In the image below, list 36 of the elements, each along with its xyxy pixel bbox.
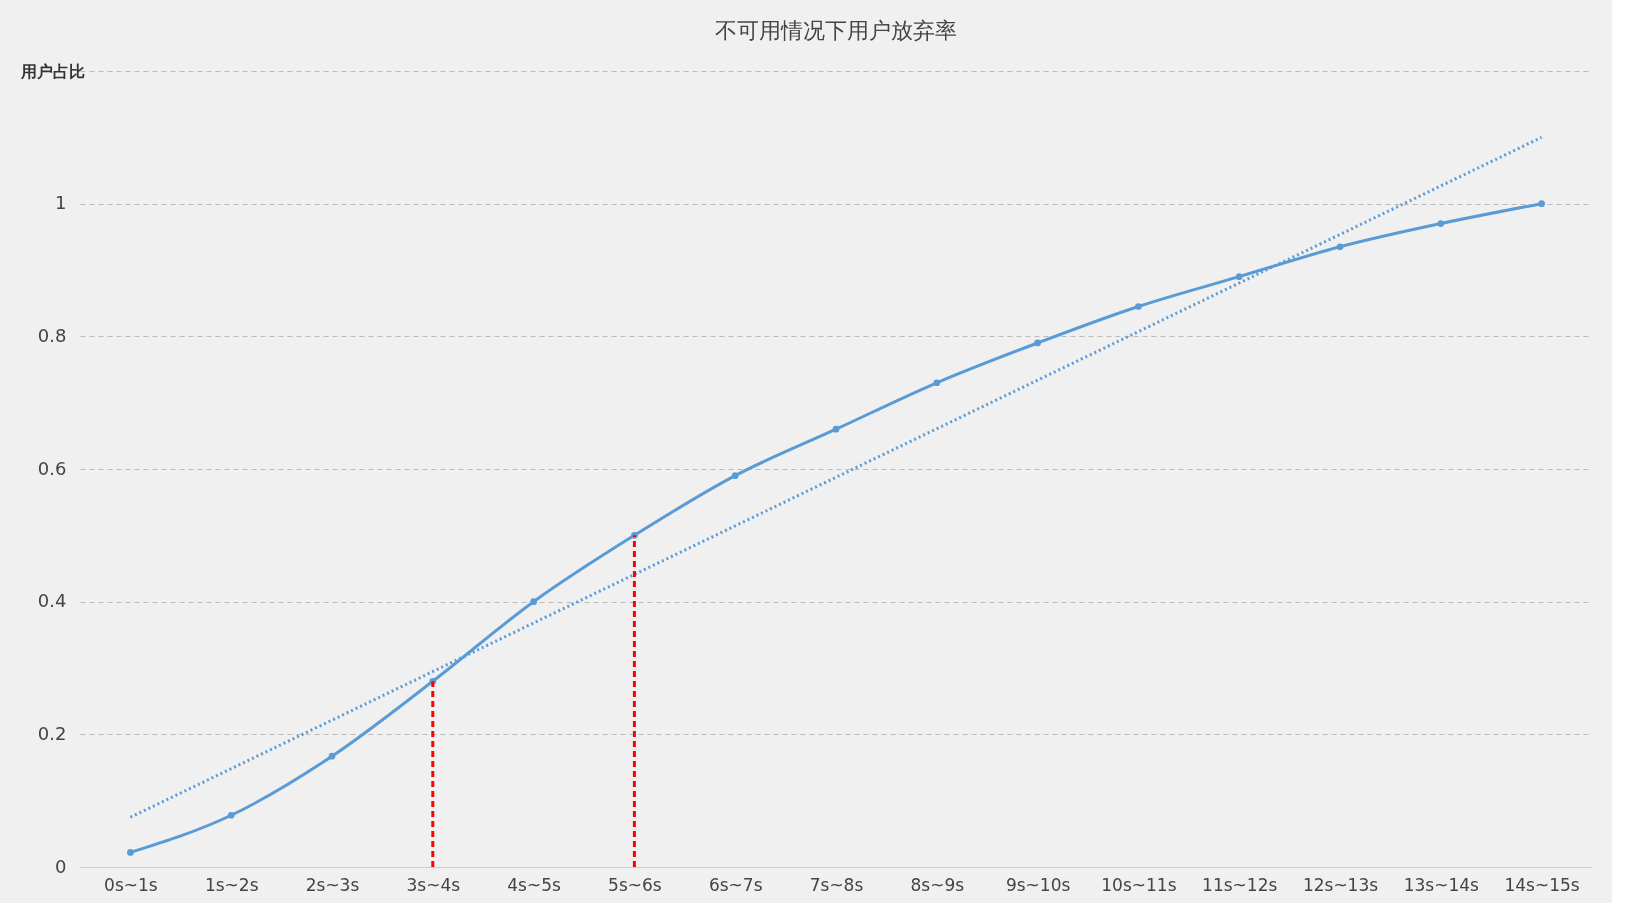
x-tick-label: 12s~13s bbox=[1302, 874, 1379, 895]
x-tick-label: 2s~3s bbox=[305, 874, 360, 895]
x-tick-label: 13s~14s bbox=[1403, 874, 1480, 895]
y-tick-label: 0.2 bbox=[37, 722, 67, 744]
x-tick-label: 0s~1s bbox=[104, 874, 158, 895]
point bbox=[1538, 200, 1545, 208]
chart-title: 不可用情况下用户放弃率 bbox=[715, 18, 957, 43]
y-tick-label: 0.4 bbox=[37, 590, 67, 612]
point bbox=[731, 472, 739, 479]
point bbox=[832, 425, 840, 433]
point bbox=[1034, 339, 1041, 347]
y-tick-label: 0.8 bbox=[37, 324, 67, 346]
x-tick-label: 3s~4s bbox=[406, 874, 461, 895]
y-tick-label: 1 bbox=[55, 192, 67, 214]
point bbox=[1135, 303, 1142, 310]
point bbox=[933, 379, 941, 387]
x-tick-label: 9s~10s bbox=[1005, 874, 1071, 895]
point bbox=[127, 849, 134, 856]
y-axis-title: 用户占比 bbox=[19, 61, 85, 81]
point bbox=[1235, 273, 1243, 280]
x-tick-label: 8s~9s bbox=[910, 874, 965, 895]
x-tick-label: 4s~5s bbox=[507, 874, 562, 895]
y-tick-label: 0 bbox=[55, 855, 67, 877]
x-tick-label: 14s~15s bbox=[1504, 874, 1580, 895]
x-tick-label: 5s~6s bbox=[608, 874, 662, 895]
y-tick-label: 0.6 bbox=[37, 457, 67, 479]
x-tick-label: 1s~2s bbox=[204, 874, 259, 895]
x-tick-label: 11s~12s bbox=[1202, 874, 1278, 895]
point bbox=[530, 598, 537, 606]
x-tick-label: 6s~7s bbox=[708, 874, 763, 895]
point bbox=[227, 811, 235, 819]
x-tick-label: 7s~8s bbox=[809, 874, 864, 895]
point bbox=[1336, 243, 1344, 251]
point bbox=[328, 752, 336, 760]
x-tick-label: 10s~11s bbox=[1101, 874, 1177, 895]
point bbox=[1437, 220, 1445, 227]
